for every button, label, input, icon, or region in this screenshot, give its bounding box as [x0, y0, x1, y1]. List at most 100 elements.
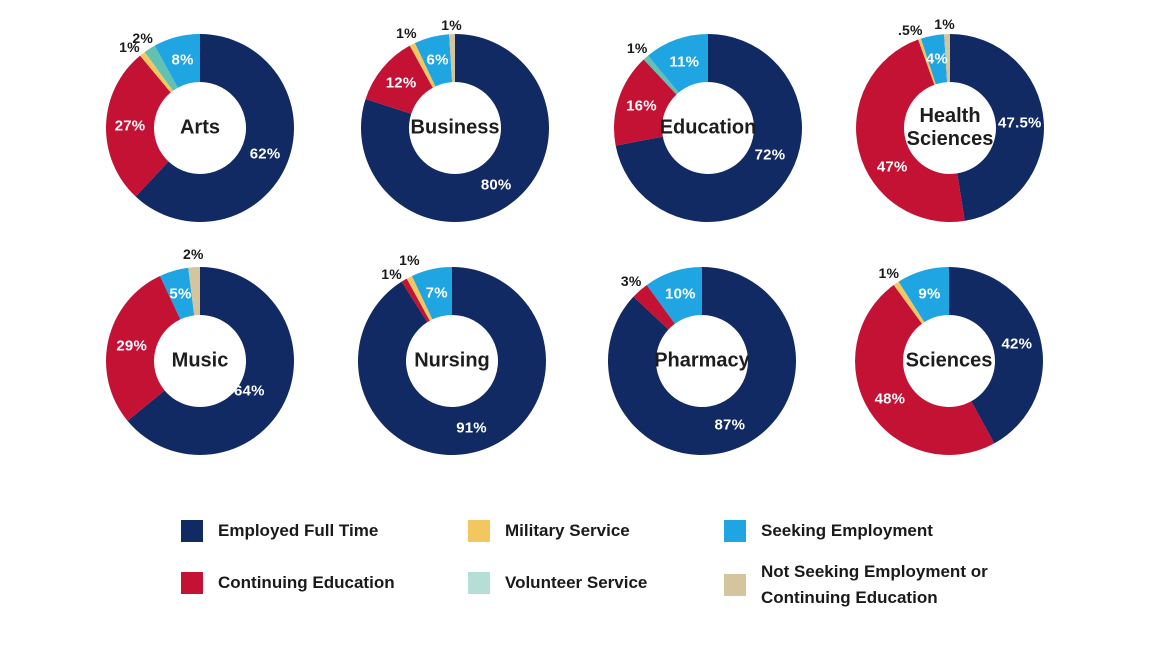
donut-chart-music: 64% 29% 5% 2% Music	[85, 246, 315, 476]
donut-ring-business	[360, 34, 549, 222]
slice-pharmacy-seeking-employment	[646, 267, 702, 324]
slice-nursing-continuing-education	[401, 278, 430, 323]
donut-title-business: Business	[410, 116, 500, 139]
value-label-education-volunteer-service: 1%	[626, 39, 648, 56]
legend-item-volunteer-service: Volunteer Service	[468, 561, 647, 605]
legend-item-employed-full-time: Employed Full Time	[181, 509, 378, 553]
donut-ring-music	[106, 267, 294, 455]
value-label-education-employed-full-time: 72%	[754, 146, 786, 164]
donut-chart-arts: 62% 27% 1% 2% 8% Arts	[85, 13, 315, 243]
value-label-nursing-continuing-education: 1%	[381, 265, 402, 282]
value-label-arts-volunteer-service: 2%	[132, 29, 153, 46]
value-label-education-continuing-education: 16%	[626, 97, 657, 115]
donut-chart-education: 72% 16% 1% 11% Education	[593, 13, 823, 243]
legend-item-seeking-employment: Seeking Employment	[724, 509, 933, 553]
slice-music-seeking-employment	[159, 267, 195, 320]
slice-sciences-seeking-employment	[898, 267, 949, 323]
donut-title-nursing: Nursing	[414, 349, 490, 372]
value-label-health-sciences-seeking-employment: 4%	[925, 50, 948, 68]
value-label-sciences-seeking-employment: 9%	[918, 285, 941, 303]
value-label-nursing-military-service: 1%	[399, 251, 420, 268]
legend-swatch-volunteer-service	[468, 572, 490, 594]
value-label-health-sciences-military-service: .5%	[897, 21, 923, 38]
slice-business-not-seeking-employment-or-continuing-education	[449, 34, 455, 83]
legend-item-military-service: Military Service	[468, 509, 630, 553]
donut-chart-health-sciences: 47.5% 47% .5% 4% 1% Health Sciences	[835, 13, 1065, 243]
donut-ring-nursing	[357, 267, 546, 455]
slice-music-not-seeking-employment-or-continuing-education	[188, 267, 200, 316]
slice-sciences-continuing-education	[855, 284, 995, 455]
value-label-arts-seeking-employment: 8%	[171, 51, 194, 69]
legend-label-employed-full-time: Employed Full Time	[218, 520, 379, 540]
legend-swatch-continuing-education	[181, 572, 203, 594]
legend-item-continuing-education: Continuing Education	[181, 561, 395, 605]
value-label-pharmacy-seeking-employment: 10%	[665, 285, 696, 303]
slice-nursing-seeking-employment	[411, 267, 452, 320]
slice-nursing-employed-full-time	[357, 267, 546, 455]
legend-label-volunteer-service: Volunteer Service	[505, 572, 648, 592]
slice-music-continuing-education	[106, 275, 181, 421]
value-label-pharmacy-continuing-education: 3%	[620, 272, 642, 289]
slice-health-sciences-not-seeking-employment-or-continuing-education	[944, 34, 950, 83]
legend-swatch-military-service	[468, 520, 490, 542]
value-label-business-continuing-education: 12%	[385, 74, 417, 92]
slice-education-continuing-education	[613, 59, 677, 146]
value-label-nursing-seeking-employment: 7%	[425, 284, 448, 302]
value-label-nursing-employed-full-time: 91%	[456, 419, 487, 437]
legend-label-continuing-education: Continuing Education	[218, 572, 395, 592]
value-label-education-seeking-employment: 11%	[669, 53, 700, 71]
slice-education-employed-full-time	[615, 34, 802, 222]
value-label-music-seeking-employment: 5%	[169, 285, 192, 303]
legend-swatch-employed-full-time	[181, 520, 203, 542]
value-label-health-sciences-continuing-education: 47%	[876, 158, 908, 176]
legend-swatch-not-seeking	[724, 574, 746, 596]
value-label-sciences-military-service: 1%	[878, 264, 900, 281]
slice-education-seeking-employment	[648, 34, 708, 93]
slice-sciences-employed-full-time	[949, 267, 1043, 444]
donut-title-pharmacy: Pharmacy	[654, 349, 750, 372]
legend-label-military-service: Military Service	[505, 520, 630, 540]
value-label-sciences-continuing-education: 48%	[874, 390, 906, 407]
value-label-pharmacy-employed-full-time: 87%	[714, 416, 746, 434]
slice-arts-volunteer-service	[144, 45, 178, 91]
value-label-sciences-employed-full-time: 42%	[1001, 335, 1033, 353]
slice-business-employed-full-time	[360, 34, 549, 222]
slice-nursing-military-service	[406, 275, 433, 321]
value-label-music-employed-full-time: 64%	[234, 382, 265, 400]
slice-arts-employed-full-time	[135, 34, 295, 223]
slice-health-sciences-continuing-education	[856, 39, 965, 222]
slice-arts-continuing-education	[105, 55, 171, 197]
donut-chart-sciences: 42% 48% 1% 9% Sciences	[834, 246, 1064, 476]
legend-swatch-seeking-employment	[724, 520, 746, 542]
value-label-arts-employed-full-time: 62%	[249, 145, 281, 163]
slice-pharmacy-continuing-education	[633, 284, 675, 330]
value-label-business-employed-full-time: 80%	[480, 176, 512, 194]
value-label-health-sciences-employed-full-time: 47.5%	[998, 114, 1042, 131]
slice-business-military-service	[409, 42, 436, 88]
donut-ring-pharmacy	[608, 267, 797, 455]
slice-business-seeking-employment	[414, 34, 453, 87]
slice-business-continuing-education	[365, 45, 433, 114]
slice-arts-seeking-employment	[154, 34, 200, 88]
donut-chart-business: 80% 12% 1% 6% 1% Business	[340, 13, 570, 243]
value-label-business-seeking-employment: 6%	[426, 51, 449, 69]
donut-title-music: Music	[171, 349, 229, 372]
value-label-arts-continuing-education: 27%	[114, 117, 146, 135]
donut-chart-pharmacy: 87% 3% 10% Pharmacy	[587, 246, 817, 476]
donut-chart-nursing: 91% 1% 1% 7% Nursing	[337, 246, 567, 476]
value-label-arts-military-service: 1%	[119, 39, 140, 56]
slice-music-employed-full-time	[127, 267, 294, 455]
slice-sciences-military-service	[893, 281, 925, 324]
donut-title-health-sciences: Health Sciences	[906, 105, 994, 150]
donut-ring-sciences	[855, 267, 1043, 455]
slice-arts-military-service	[140, 51, 173, 93]
slice-pharmacy-employed-full-time	[608, 267, 797, 455]
value-label-music-continuing-education: 29%	[116, 337, 147, 355]
slice-health-sciences-employed-full-time	[950, 34, 1044, 221]
donut-title-arts: Arts	[179, 116, 220, 139]
donut-ring-education	[613, 34, 802, 222]
donut-ring-arts	[105, 34, 295, 223]
slice-health-sciences-military-service	[918, 38, 936, 85]
legend-item-not-seeking: Not Seeking Employment or Continuing Edu…	[724, 552, 988, 618]
